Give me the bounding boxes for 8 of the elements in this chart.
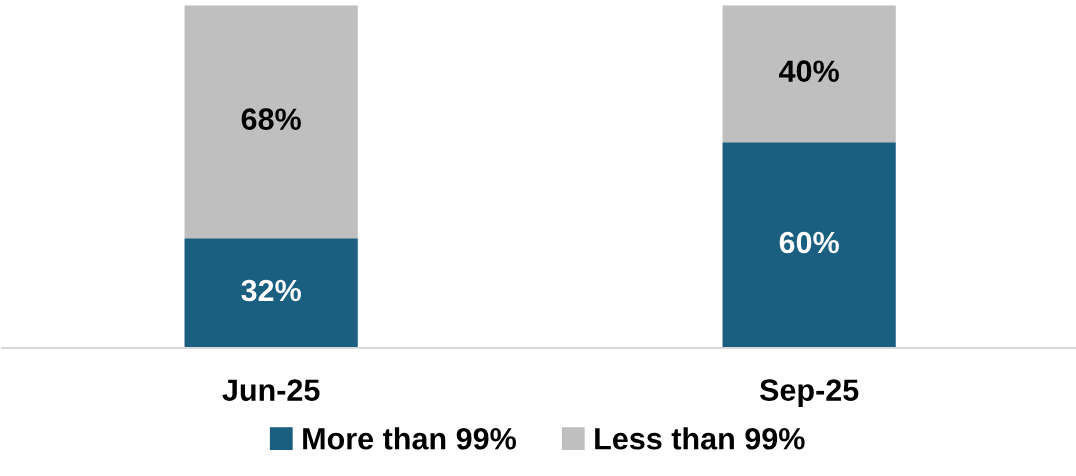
legend-label: More than 99%: [303, 427, 516, 450]
data-label: 60%: [779, 231, 839, 254]
legend-label: Less than 99%: [595, 427, 805, 450]
x-tick-label: Sep-25: [759, 379, 859, 407]
x-tick-label: Jun-25: [222, 379, 320, 401]
data-label: 40%: [779, 60, 839, 82]
data-label: 32%: [241, 279, 301, 302]
data-label: 68%: [241, 108, 301, 130]
